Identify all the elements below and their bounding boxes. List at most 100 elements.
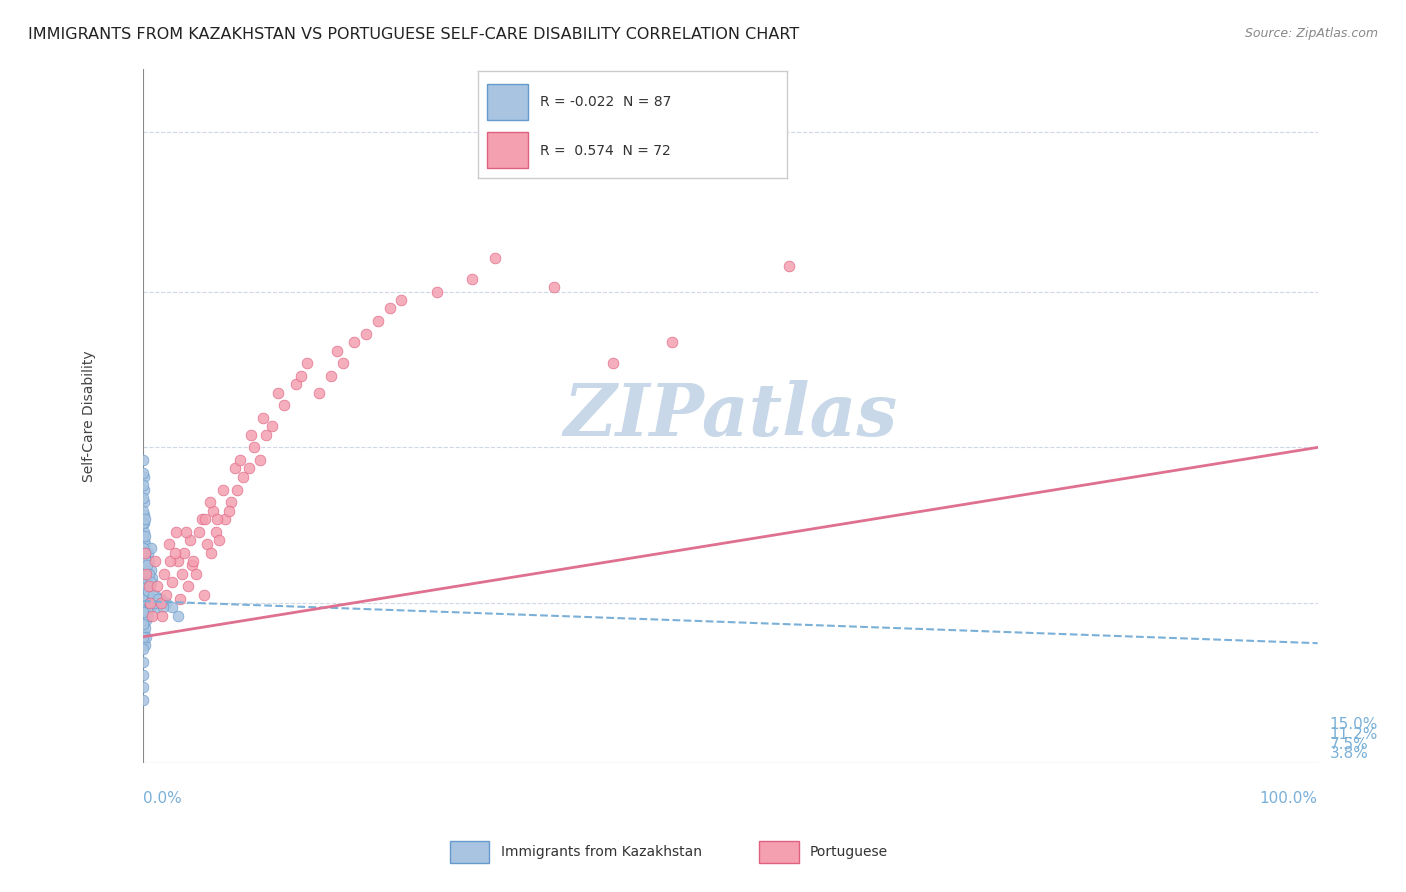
Point [132, 667, 155, 681]
Point [219, 495, 242, 509]
Point [132, 655, 155, 669]
Point [145, 596, 167, 610]
Point [159, 554, 181, 568]
Point [149, 591, 172, 606]
Point [136, 558, 159, 573]
Point [143, 554, 166, 568]
Point [461, 272, 484, 286]
Point [193, 588, 215, 602]
Point [132, 541, 155, 556]
Point [197, 537, 219, 551]
Point [173, 546, 195, 560]
Point [134, 554, 156, 568]
Point [136, 588, 159, 602]
Point [150, 608, 173, 623]
Point [139, 596, 162, 610]
Point [132, 575, 155, 590]
Text: IMMIGRANTS FROM KAZAKHSTAN VS PORTUGUESE SELF-CARE DISABILITY CORRELATION CHART: IMMIGRANTS FROM KAZAKHSTAN VS PORTUGUESE… [28, 27, 800, 42]
Point [139, 575, 162, 590]
Point [181, 558, 204, 573]
Point [183, 554, 205, 568]
Point [155, 588, 177, 602]
Point [132, 617, 155, 632]
Point [153, 566, 176, 581]
Point [354, 326, 377, 341]
Point [252, 411, 274, 425]
Point [205, 512, 228, 526]
Point [136, 546, 159, 560]
Point [141, 608, 163, 623]
Text: 7.5%: 7.5% [1330, 737, 1368, 752]
Point [239, 427, 262, 442]
Point [273, 398, 295, 412]
Point [135, 554, 157, 568]
Point [142, 591, 165, 606]
Point [138, 566, 160, 581]
Point [132, 630, 155, 644]
Point [132, 566, 155, 581]
Text: 0.0%: 0.0% [143, 791, 181, 806]
Point [132, 541, 155, 556]
Text: Immigrants from Kazakhstan: Immigrants from Kazakhstan [501, 845, 702, 859]
Point [132, 605, 155, 619]
Point [138, 579, 160, 593]
Point [162, 575, 184, 590]
Text: ZIPatlas: ZIPatlas [564, 380, 897, 451]
Point [176, 579, 198, 593]
Point [284, 377, 307, 392]
Point [142, 588, 165, 602]
Point [134, 529, 156, 543]
Point [243, 441, 266, 455]
Point [198, 495, 221, 509]
Point [134, 579, 156, 593]
Point [543, 280, 565, 294]
Point [170, 566, 193, 581]
Point [167, 554, 190, 568]
Point [332, 356, 354, 370]
Point [132, 508, 155, 522]
Point [238, 461, 260, 475]
Point [135, 613, 157, 627]
Point [139, 579, 162, 593]
Point [132, 681, 155, 695]
Point [132, 634, 155, 648]
Point [661, 335, 683, 350]
Point [157, 537, 180, 551]
Point [134, 537, 156, 551]
Point [132, 579, 155, 593]
Point [141, 571, 163, 585]
Point [169, 591, 191, 606]
Point [135, 566, 157, 581]
Point [204, 524, 226, 539]
Point [132, 600, 155, 615]
Point [134, 571, 156, 585]
Point [146, 579, 169, 593]
Point [389, 293, 412, 307]
Point [211, 483, 233, 497]
Text: 15.0%: 15.0% [1330, 717, 1378, 732]
Point [149, 596, 172, 610]
Point [297, 356, 319, 370]
Point [132, 583, 155, 598]
Point [194, 512, 217, 526]
Point [190, 512, 212, 526]
Text: R = -0.022  N = 87: R = -0.022 N = 87 [540, 95, 671, 110]
Point [262, 419, 284, 434]
Point [132, 466, 155, 480]
Point [325, 343, 347, 358]
Point [200, 546, 222, 560]
Point [132, 524, 155, 539]
Point [139, 541, 162, 556]
Point [132, 503, 155, 517]
Point [135, 562, 157, 576]
FancyBboxPatch shape [450, 840, 489, 863]
Point [132, 483, 155, 497]
Text: R =  0.574  N = 72: R = 0.574 N = 72 [540, 144, 671, 158]
Point [132, 453, 155, 467]
Point [139, 600, 162, 615]
Point [132, 566, 155, 581]
Point [132, 625, 155, 640]
Point [136, 608, 159, 623]
Point [135, 571, 157, 585]
Point [367, 314, 389, 328]
